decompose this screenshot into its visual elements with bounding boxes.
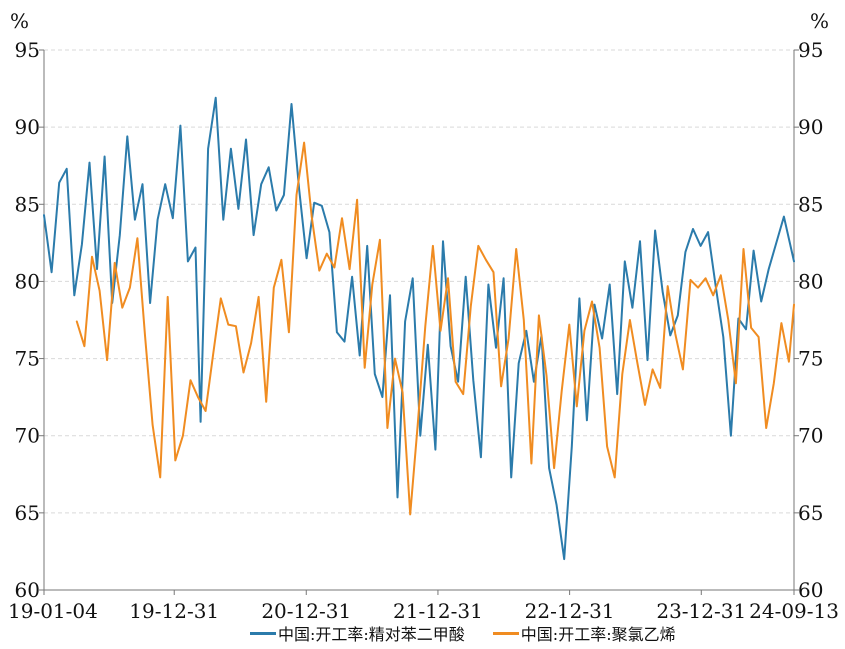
left-tick-label: 80 <box>15 269 40 293</box>
x-tick-label: 22-12-31 <box>525 599 615 623</box>
left-tick-label: 95 <box>15 38 40 62</box>
legend-label-pvc: 中国:开工率:聚氯乙烯 <box>520 625 676 644</box>
right-tick-label: 80 <box>798 269 823 293</box>
x-tick-label: 20-12-31 <box>261 599 351 623</box>
x-tick-labels: 19-01-04 19-12-31 20-12-31 21-12-31 22-12-31… <box>8 590 839 623</box>
left-tick-label: 90 <box>15 115 40 139</box>
legend-swatch-pvc <box>492 631 519 635</box>
legend-item-pvc: 中国:开工率:聚氯乙烯 <box>492 621 676 645</box>
right-unit-label: % <box>810 9 829 33</box>
right-tick-label: 90 <box>798 115 823 139</box>
x-tick-label: 19-12-31 <box>129 599 219 623</box>
right-tick-label: 60 <box>798 578 823 602</box>
left-tick-label: 60 <box>15 578 40 602</box>
left-tick-label: 85 <box>15 192 40 216</box>
legend-label-pta: 中国:开工率:精对苯二甲酸 <box>278 625 465 644</box>
right-tick-label: 95 <box>798 38 823 62</box>
legend: 中国:开工率:精对苯二甲酸 中国:开工率:聚氯乙烯 <box>250 621 704 645</box>
legend-item-pta: 中国:开工率:精对苯二甲酸 <box>250 621 465 645</box>
right-tick-label: 85 <box>798 192 823 216</box>
series-line-pta <box>43 96 795 561</box>
left-tick-label: 65 <box>15 501 40 525</box>
left-tick-label: 75 <box>15 347 40 371</box>
right-tick-label: 75 <box>798 347 823 371</box>
right-tick-label: 70 <box>798 424 823 448</box>
gridlines <box>44 49 794 514</box>
x-tick-label: 23-12-31 <box>656 599 746 623</box>
series-layer <box>43 96 795 561</box>
x-tick-label: 19-01-04 <box>8 599 98 623</box>
left-tick-label: 70 <box>15 424 40 448</box>
left-y-tick-labels: 60 65 70 75 80 85 90 95 <box>15 38 44 602</box>
x-tick-label: 21-12-31 <box>393 599 483 623</box>
x-tick-label: 24-09-13 <box>749 599 839 623</box>
series-line-pvc <box>75 141 795 516</box>
right-tick-label: 65 <box>798 501 823 525</box>
right-y-tick-labels: 60 65 70 75 80 85 90 95 <box>794 38 823 602</box>
left-unit-label: % <box>10 9 29 33</box>
legend-swatch-pta <box>250 631 276 635</box>
